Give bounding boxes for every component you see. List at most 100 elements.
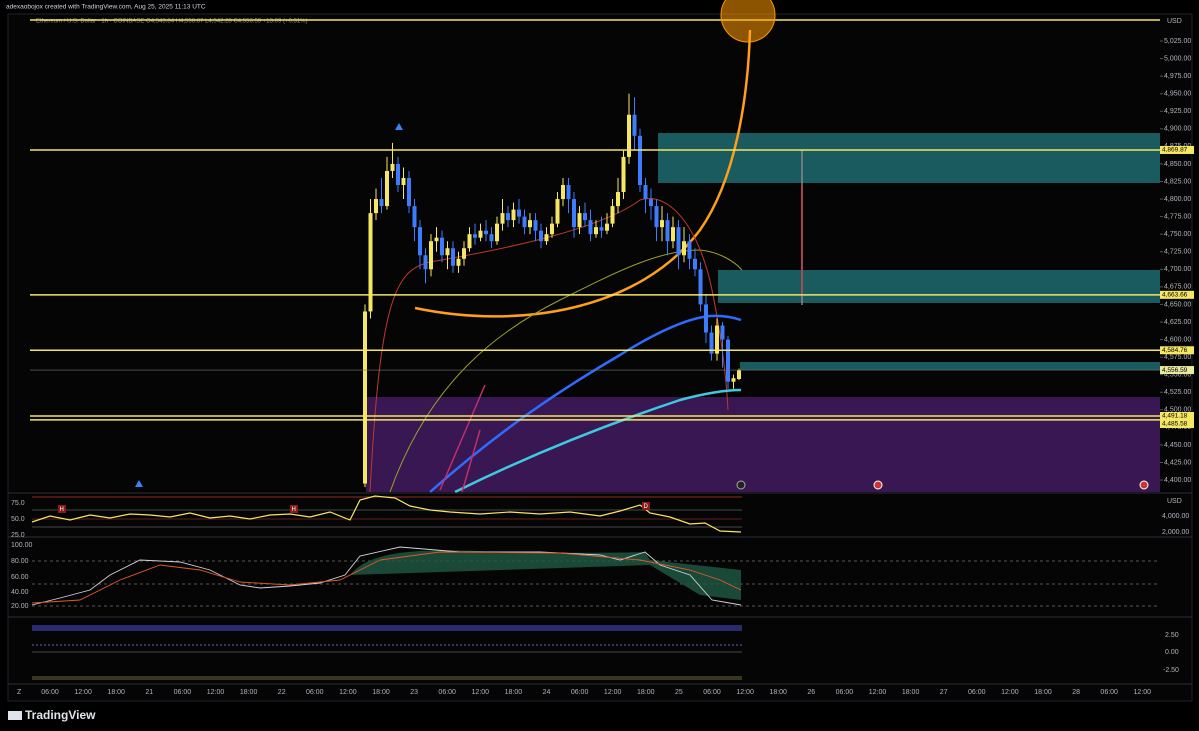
right-tick: 2,000.00 <box>1162 529 1189 536</box>
candle-body <box>715 325 719 354</box>
x-tick-label: 21 <box>145 689 153 696</box>
candle-body <box>434 237 439 242</box>
logo: TradingView <box>25 708 96 722</box>
y-tick-label: 4,825.00 <box>1164 178 1191 185</box>
corner: Z <box>17 689 22 696</box>
candle-body <box>654 206 659 228</box>
y-tick-label: 4,450.00 <box>1164 442 1191 449</box>
y-tick-label: 4,900.00 <box>1164 126 1191 133</box>
candle-body <box>687 241 692 259</box>
candle-body <box>517 209 521 217</box>
x-tick-label: 06:00 <box>703 689 721 696</box>
x-tick-label: 18:00 <box>372 689 390 696</box>
candle-body <box>533 220 538 231</box>
left-tick: 25.0 <box>11 532 25 539</box>
y-tick-label: 4,550.00 <box>1164 372 1191 379</box>
price-tag <box>1160 420 1194 429</box>
candle-body <box>660 220 664 228</box>
candle-body <box>407 177 411 207</box>
candle-body <box>429 241 433 270</box>
x-tick-label: 18:00 <box>1034 689 1052 696</box>
price-tag-label: 4,491.18 <box>1162 413 1188 420</box>
x-tick-label: 18:00 <box>902 689 920 696</box>
y-tick-label: 5,025.00 <box>1164 38 1191 45</box>
price-tag <box>1160 145 1194 154</box>
candle-body <box>550 223 554 235</box>
marker-box <box>290 505 298 513</box>
time-axis: 06:00 12:00 18:00 21 06:00 12:00 18:00 22 06:00 1… <box>41 689 1151 696</box>
left-tick: 80.00 <box>11 558 29 565</box>
marker-box <box>642 502 650 510</box>
purple-zone <box>366 397 1160 492</box>
y-tick-label: 4,700.00 <box>1164 266 1191 273</box>
candle-body <box>478 230 483 238</box>
candle-body <box>506 213 510 221</box>
x-tick-label: 12:00 <box>74 689 92 696</box>
x-tick-label: 24 <box>543 689 551 696</box>
right-tick: 0.00 <box>1165 649 1179 656</box>
candle-body <box>401 177 406 186</box>
candle-body <box>390 163 395 171</box>
candle-body <box>693 258 697 270</box>
x-tick-label: 12:00 <box>736 689 754 696</box>
price-tag-label: 4,485.58 <box>1162 421 1188 428</box>
candle-body <box>632 114 637 136</box>
candle-body <box>737 370 741 380</box>
candle-body <box>621 156 626 193</box>
candle-body <box>445 248 450 256</box>
candle-body <box>566 185 571 200</box>
x-tick-label: 18:00 <box>637 689 655 696</box>
candle-body <box>489 234 494 242</box>
candle-body <box>484 230 488 235</box>
candle-body <box>363 311 367 484</box>
candle-body <box>709 332 714 354</box>
x-tick-label: 18:00 <box>769 689 787 696</box>
candle-body <box>594 227 598 235</box>
candle-body <box>583 213 587 221</box>
candle-body <box>385 170 389 207</box>
candle-body <box>599 227 604 231</box>
x-tick-label: 06:00 <box>41 689 59 696</box>
x-tick-label: 25 <box>675 689 683 696</box>
candle-body <box>638 135 642 186</box>
right-tick: -2.50 <box>1163 667 1179 674</box>
event-icon <box>1139 480 1149 490</box>
x-tick-label: 06:00 <box>571 689 589 696</box>
candle-body <box>440 237 444 256</box>
marker: D <box>644 504 649 510</box>
candle-body <box>368 213 373 312</box>
logo-mark <box>8 711 22 720</box>
candle-body <box>720 325 725 340</box>
y-tick-label: 4,725.00 <box>1164 249 1191 256</box>
y-tick-label: 4,975.00 <box>1164 73 1191 80</box>
y-tick-label: 4,925.00 <box>1164 108 1191 115</box>
candle-body <box>418 227 422 256</box>
y-tick-label: 4,600.00 <box>1164 336 1191 343</box>
price-tag-label: 4,584.76 <box>1162 347 1188 354</box>
stoch-fill <box>350 550 741 600</box>
x-tick-label: 06:00 <box>438 689 456 696</box>
candle-body <box>511 209 516 221</box>
candle-body <box>451 248 455 266</box>
x-tick-label: 06:00 <box>968 689 986 696</box>
x-tick-label: 06:00 <box>836 689 854 696</box>
y-tick-label: 4,500.00 <box>1164 407 1191 414</box>
x-tick-label: 28 <box>1072 689 1080 696</box>
candle-body <box>374 199 378 214</box>
y-tick-label: 4,950.00 <box>1164 91 1191 98</box>
x-tick-label: 06:00 <box>174 689 192 696</box>
signal-line <box>31 551 742 604</box>
price-tag <box>1160 412 1194 421</box>
left-tick: 100.00 <box>11 542 33 549</box>
y-tick-label: 4,525.00 <box>1164 389 1191 396</box>
y-tick-label: 4,650.00 <box>1164 301 1191 308</box>
price-tag <box>1160 366 1194 375</box>
y-tick-label: 5,000.00 <box>1164 55 1191 62</box>
x-tick-label: 27 <box>940 689 948 696</box>
x-tick-label: 22 <box>278 689 286 696</box>
price-tag <box>1160 346 1194 355</box>
candle-body <box>572 199 576 228</box>
chart-frame <box>7 13 1193 702</box>
circle-marker <box>720 0 776 43</box>
x-tick-label: 12:00 <box>472 689 490 696</box>
